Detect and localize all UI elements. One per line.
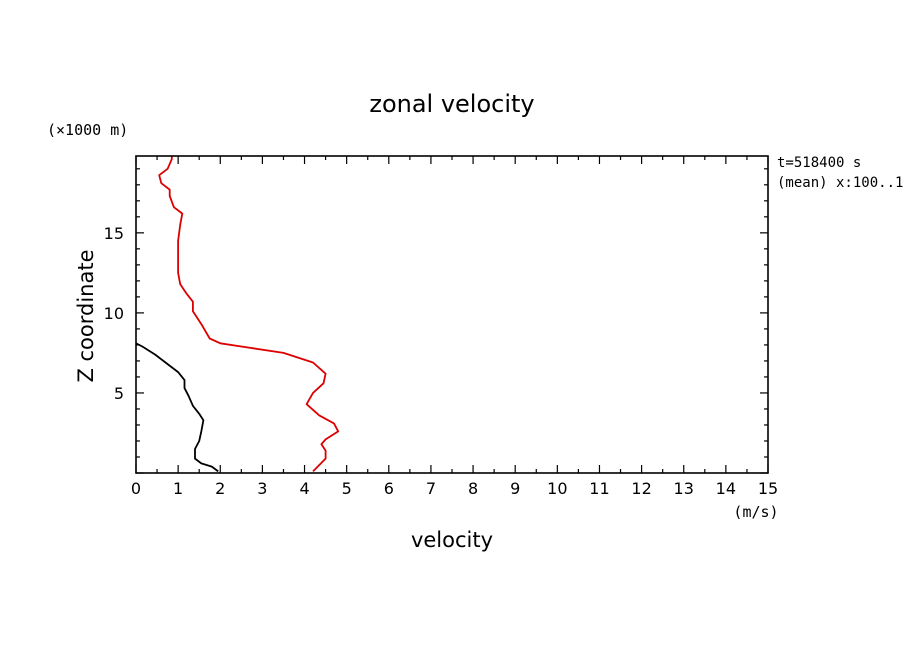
y-tick-label: 15 (104, 224, 124, 243)
series-line-red (158, 156, 340, 473)
x-tick-label: 1 (173, 479, 183, 498)
x-tick-label: 13 (674, 479, 694, 498)
x-tick-label: 15 (758, 479, 778, 498)
annotation-mean: (mean) x:100..1 (777, 175, 903, 191)
y-tick-label: 5 (114, 384, 124, 403)
x-unit-label: (m/s) (733, 503, 778, 521)
series-line-black (135, 342, 219, 473)
x-tick-label: 6 (384, 479, 394, 498)
x-tick-label: 9 (510, 479, 520, 498)
y-tick-label: 10 (104, 304, 124, 323)
x-tick-label: 11 (589, 479, 609, 498)
y-unit-label: (×1000 m) (47, 121, 128, 139)
x-tick-label: 10 (547, 479, 567, 498)
x-tick-label: 2 (215, 479, 225, 498)
x-tick-label: 0 (131, 479, 141, 498)
chart-title: zonal velocity (369, 90, 534, 118)
y-axis-label: Z coordinate (74, 249, 98, 382)
x-tick-label: 14 (716, 479, 736, 498)
x-tick-label: 8 (468, 479, 478, 498)
plot-frame (135, 155, 769, 474)
x-tick-label: 3 (257, 479, 267, 498)
x-tick-label: 12 (631, 479, 651, 498)
x-tick-label: 5 (342, 479, 352, 498)
x-axis-label: velocity (411, 528, 493, 552)
annotation-time: t=518400 s (777, 155, 861, 171)
x-tick-label: 4 (299, 479, 309, 498)
x-tick-label: 7 (426, 479, 436, 498)
